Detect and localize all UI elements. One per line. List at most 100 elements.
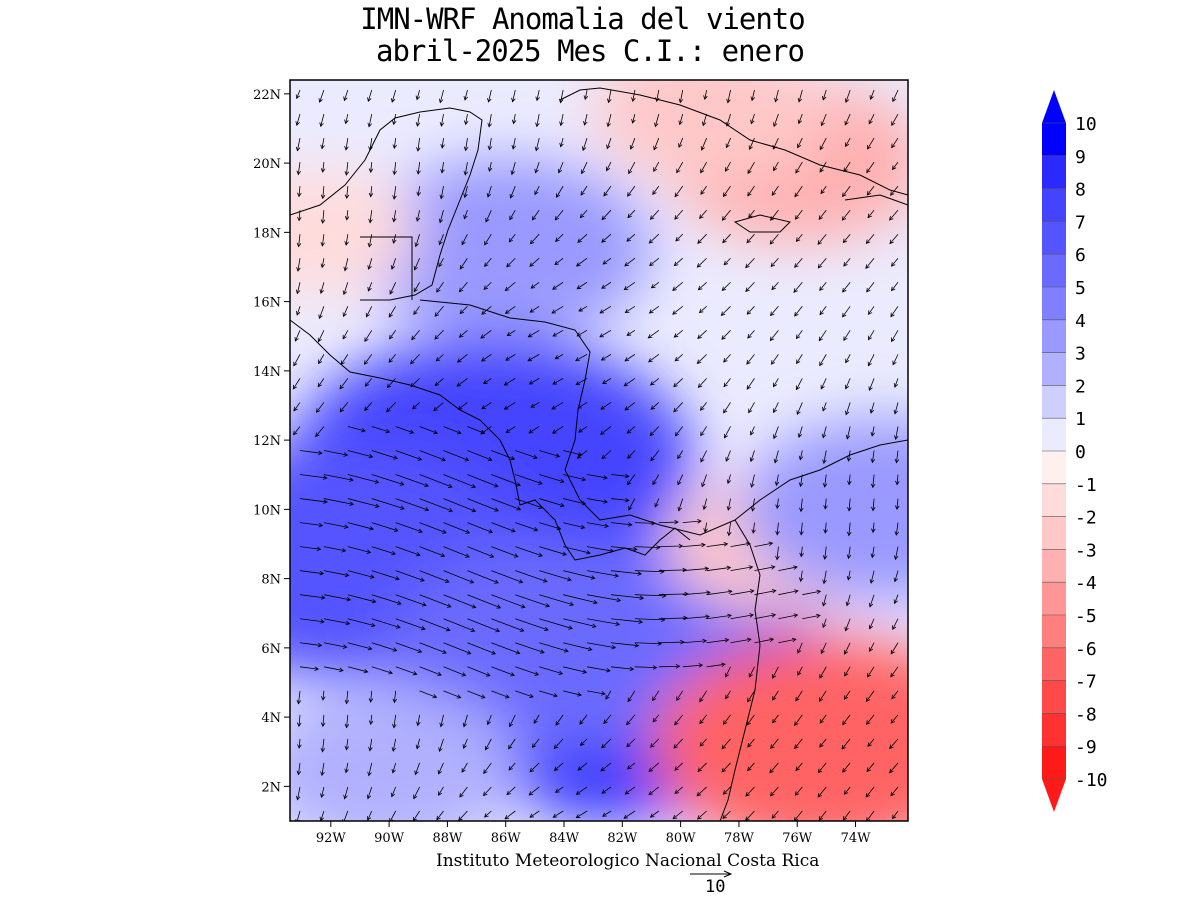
wind-vector [555, 714, 564, 726]
colorbar-label: -6 [1075, 639, 1097, 660]
wind-vector [842, 233, 851, 244]
wind-vector [515, 450, 538, 460]
wind-vector [491, 570, 524, 584]
wind-vector [723, 378, 731, 388]
wind-vector [504, 305, 516, 314]
wind-vector [563, 666, 588, 674]
wind-vector [491, 666, 515, 677]
wind-vector [720, 306, 731, 316]
wind-vector [890, 306, 899, 318]
wind-vector [440, 162, 445, 174]
wind-vector [368, 738, 373, 752]
wind-vector [677, 450, 684, 460]
wind-vector [481, 305, 492, 315]
yucatan-coast [290, 107, 483, 301]
wind-vector [491, 474, 521, 487]
wind-vector [846, 522, 852, 537]
wind-vector [750, 113, 755, 125]
wind-vector [539, 618, 573, 630]
wind-vector [795, 378, 803, 391]
wind-vector [368, 210, 373, 224]
wind-vector [539, 666, 564, 675]
wind-vector [820, 113, 827, 127]
wind-vector [551, 305, 564, 314]
wind-vector [509, 209, 516, 221]
wind-vector [822, 450, 827, 465]
y-tick-label: 12N [253, 434, 281, 449]
wind-vector [674, 786, 683, 794]
wind-vector [467, 618, 501, 633]
wind-vector [626, 474, 636, 486]
wind-vector [754, 565, 776, 572]
wind-vector [482, 786, 492, 797]
wind-vector [553, 738, 564, 750]
wind-vector [577, 762, 588, 771]
wind-vector [438, 89, 444, 104]
wind-vector [726, 498, 732, 511]
wind-vector [388, 354, 396, 363]
map-title-line1: IMN-WRF Anomalia del viento [360, 2, 805, 36]
wind-vector [559, 137, 564, 148]
wind-vector [623, 281, 636, 291]
wind-vector [586, 690, 606, 696]
wind-vector [556, 185, 564, 198]
wind-vector [539, 594, 575, 607]
wind-vector [891, 810, 899, 820]
wind-vector [682, 566, 710, 572]
wind-vector [795, 233, 803, 243]
wind-vector [678, 113, 684, 126]
wind-vector [419, 450, 447, 462]
wind-vector [371, 498, 405, 510]
wind-vector [371, 642, 398, 652]
wind-vector [770, 257, 779, 268]
wind-vector [624, 402, 636, 411]
wind-vector [626, 426, 636, 434]
wind-vector [321, 690, 326, 701]
wind-vector [700, 450, 707, 463]
wind-vector [601, 281, 612, 289]
wind-vectors [292, 89, 900, 821]
wind-vector [796, 402, 803, 416]
wind-vector [891, 282, 899, 292]
wind-vector [433, 402, 444, 412]
wind-vector [320, 762, 325, 777]
wind-vector [295, 282, 301, 295]
y-tick-label: 2N [261, 780, 281, 795]
wind-vector [703, 89, 708, 101]
wind-vector [529, 762, 540, 773]
wind-vector [295, 137, 301, 152]
wind-vector [467, 546, 495, 558]
wind-vector [842, 762, 851, 773]
wind-vector [599, 305, 612, 314]
wind-vector [413, 282, 420, 293]
wind-vector [771, 185, 779, 196]
wind-vector [889, 233, 899, 245]
wind-vector [320, 738, 326, 753]
wind-vector [295, 113, 301, 126]
wind-vector [487, 89, 492, 103]
wind-vector [487, 137, 493, 151]
wind-vector [844, 666, 851, 677]
wind-vector [487, 113, 492, 128]
wind-vector [600, 402, 612, 410]
colorbar-top-triangle [1042, 90, 1066, 123]
wind-vector [415, 210, 421, 222]
wind-vector [459, 786, 468, 798]
wind-vector [323, 522, 349, 529]
wind-vector [340, 354, 349, 366]
wind-vector [678, 137, 684, 148]
wind-vector [563, 642, 593, 652]
wind-vector [318, 89, 325, 103]
wind-vector [843, 330, 851, 342]
wind-vector [416, 186, 421, 197]
wind-vector [563, 522, 586, 530]
wind-vector [626, 738, 636, 748]
wind-vector [505, 426, 516, 433]
wind-vector [725, 137, 731, 149]
wind-vector [395, 546, 421, 557]
wind-vector [726, 89, 731, 104]
wind-vector [416, 162, 421, 175]
wind-vector [486, 714, 492, 726]
hispaniola-coast [844, 194, 908, 206]
